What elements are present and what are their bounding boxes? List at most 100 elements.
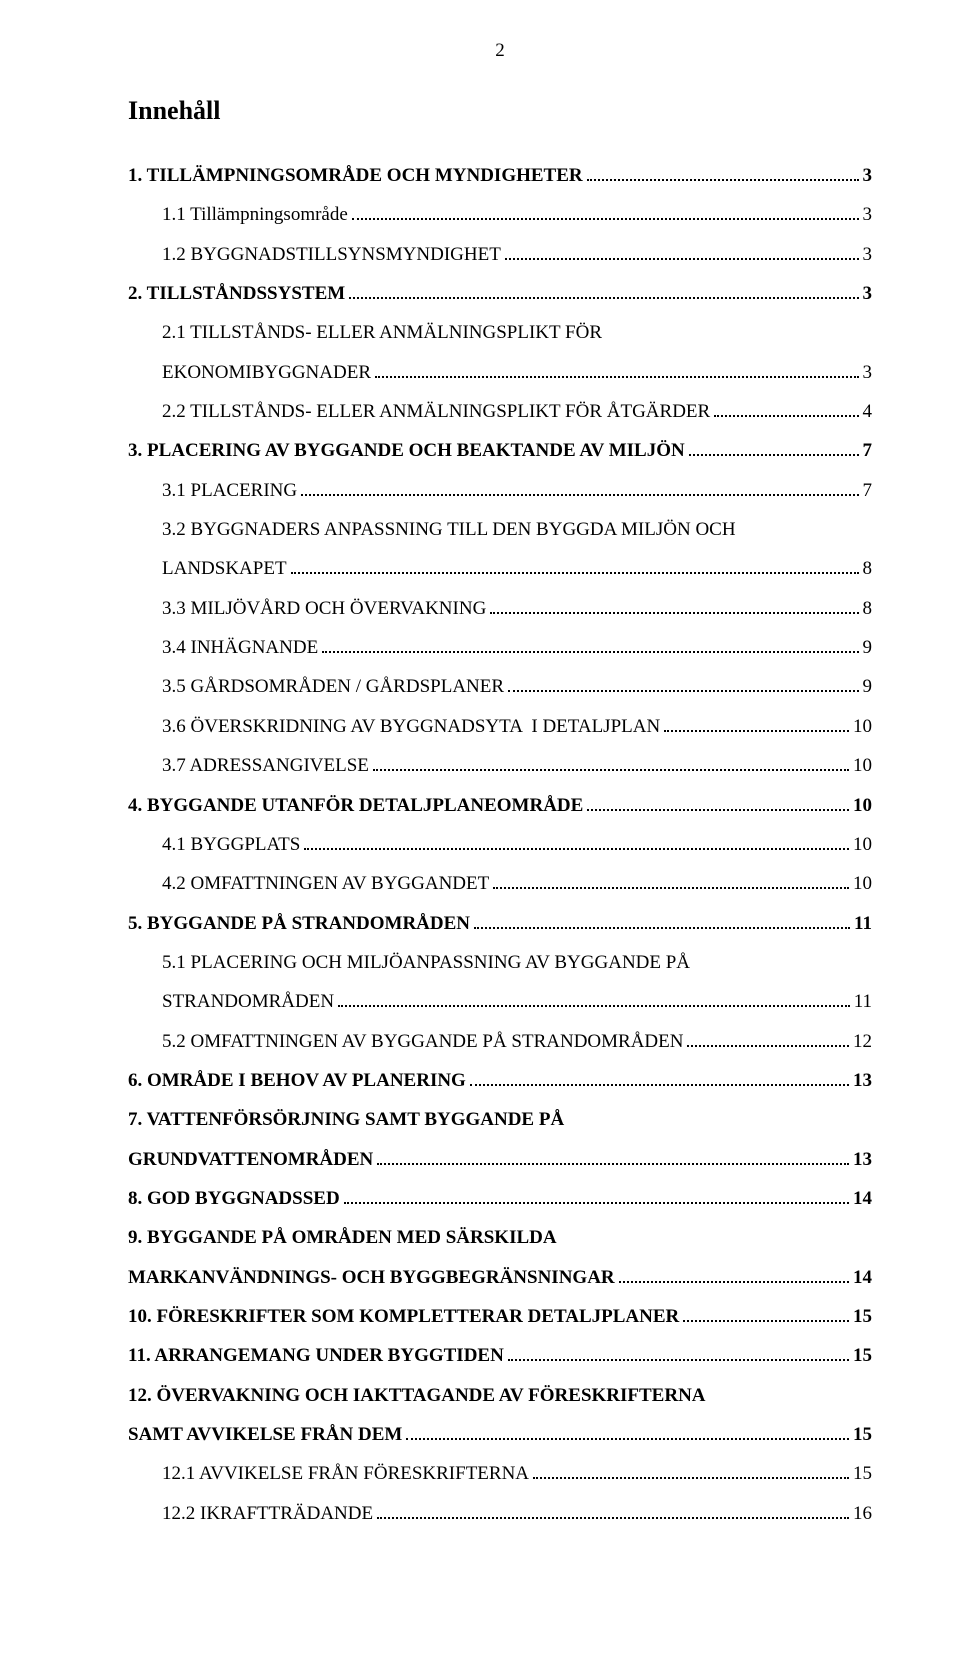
toc-leader (338, 990, 850, 1007)
toc-page-number: 7 (863, 435, 873, 466)
toc-page-number: 13 (853, 1065, 872, 1096)
toc-label-line1: 5.1 PLACERING OCH MILJÖANPASSNING AV BYG… (162, 943, 872, 982)
toc-page-number: 10 (853, 829, 872, 860)
toc-leader (291, 557, 859, 574)
toc-entry: 2.2 TILLSTÅNDS- ELLER ANMÄLNINGSPLIKT FÖ… (128, 392, 872, 431)
toc-leader (493, 872, 849, 889)
toc-page-number: 3 (863, 357, 873, 388)
toc-label: 1.1 Tillämpningsområde (162, 199, 348, 230)
toc-label: 1.2 BYGGNADSTILLSYNSMYNDIGHET (162, 239, 501, 270)
toc-entry: 10. FÖRESKRIFTER SOM KOMPLETTERAR DETALJ… (128, 1297, 872, 1336)
toc-entry: 12. ÖVERVAKNING OCH IAKTTAGANDE AV FÖRES… (128, 1376, 872, 1455)
toc-leader (587, 164, 859, 181)
toc-entry: 4.2 OMFATTNINGEN AV BYGGANDET10 (128, 864, 872, 903)
page-number: 2 (128, 40, 872, 62)
toc-entry: 12.2 IKRAFTTRÄDANDE 16 (128, 1494, 872, 1533)
toc-label: 1. TILLÄMPNINGSOMRÅDE OCH MYNDIGHETER (128, 160, 583, 191)
toc-entry: 7. VATTENFÖRSÖRJNING SAMT BYGGANDE PÅGRU… (128, 1100, 872, 1179)
toc-leader (508, 675, 858, 692)
toc-leader (322, 636, 858, 653)
toc-label: 12.2 IKRAFTTRÄDANDE (162, 1498, 373, 1529)
toc-page-number: 13 (853, 1144, 872, 1175)
toc-page-number: 3 (863, 278, 873, 309)
toc-leader (375, 361, 859, 378)
toc-entry: 6. OMRÅDE I BEHOV AV PLANERING13 (128, 1061, 872, 1100)
toc-label: 3. PLACERING AV BYGGANDE OCH BEAKTANDE A… (128, 435, 685, 466)
toc-page-number: 7 (863, 475, 873, 506)
toc-entry: 3.1 PLACERING7 (128, 471, 872, 510)
toc-leader (377, 1147, 849, 1164)
toc-label: 3.5 GÅRDSOMRÅDEN / GÅRDSPLANER (162, 671, 504, 702)
toc-entry: 2.1 TILLSTÅNDS- ELLER ANMÄLNINGSPLIKT FÖ… (128, 313, 872, 392)
toc-leader (714, 400, 858, 417)
toc-page-number: 16 (853, 1498, 872, 1529)
toc-entry: 3.4 INHÄGNANDE 9 (128, 628, 872, 667)
toc-row: EKONOMIBYGGNADER 3 (162, 353, 872, 392)
toc-row: STRANDOMRÅDEN 11 (162, 982, 872, 1021)
toc-row: LANDSKAPET8 (162, 549, 872, 588)
toc-label: 2. TILLSTÅNDSSYSTEM (128, 278, 345, 309)
toc-page-number: 10 (853, 750, 872, 781)
toc-leader (352, 203, 859, 220)
toc-label: 3.4 INHÄGNANDE (162, 632, 318, 663)
toc-label: 4. BYGGANDE UTANFÖR DETALJPLANEOMRÅDE (128, 790, 583, 821)
toc-page-number: 11 (854, 908, 872, 939)
toc-page-number: 3 (863, 239, 873, 270)
table-of-contents: 1. TILLÄMPNINGSOMRÅDE OCH MYNDIGHETER31.… (128, 156, 872, 1533)
toc-entry: 11. ARRANGEMANG UNDER BYGGTIDEN15 (128, 1336, 872, 1375)
toc-page-number: 9 (863, 671, 873, 702)
toc-leader (474, 911, 850, 928)
toc-entry: 5.1 PLACERING OCH MILJÖANPASSNING AV BYG… (128, 943, 872, 1022)
toc-label: 5.2 OMFATTNINGEN AV BYGGANDE PÅ STRANDOM… (162, 1026, 683, 1057)
toc-leader (406, 1423, 849, 1440)
toc-entry: 1.1 Tillämpningsområde 3 (128, 195, 872, 234)
toc-page-number: 9 (863, 632, 873, 663)
toc-leader (587, 793, 849, 810)
toc-leader (470, 1069, 849, 1086)
toc-label: 10. FÖRESKRIFTER SOM KOMPLETTERAR DETALJ… (128, 1301, 679, 1332)
toc-page-number: 12 (853, 1026, 872, 1057)
toc-page-number: 15 (853, 1301, 872, 1332)
toc-row: SAMT AVVIKELSE FRÅN DEM15 (128, 1415, 872, 1454)
toc-label-line1: 9. BYGGANDE PÅ OMRÅDEN MED SÄRSKILDA (128, 1218, 872, 1257)
toc-page-number: 10 (853, 711, 872, 742)
toc-label: STRANDOMRÅDEN (162, 986, 334, 1017)
toc-leader (664, 715, 849, 732)
toc-page-number: 11 (854, 986, 872, 1017)
toc-entry: 9. BYGGANDE PÅ OMRÅDEN MED SÄRSKILDA MARK… (128, 1218, 872, 1297)
toc-label: 4.1 BYGGPLATS (162, 829, 300, 860)
toc-leader (373, 754, 849, 771)
toc-entry: 3.6 ÖVERSKRIDNING AV BYGGNADSYTA I DETAL… (128, 707, 872, 746)
toc-leader (683, 1305, 849, 1322)
toc-leader (619, 1265, 849, 1282)
toc-leader (349, 282, 858, 299)
toc-leader (344, 1187, 849, 1204)
toc-leader (301, 479, 858, 496)
toc-leader (689, 439, 859, 456)
toc-entry: 3.5 GÅRDSOMRÅDEN / GÅRDSPLANER 9 (128, 667, 872, 706)
toc-entry: 4. BYGGANDE UTANFÖR DETALJPLANEOMRÅDE 10 (128, 786, 872, 825)
toc-leader (304, 833, 849, 850)
toc-page-number: 15 (853, 1419, 872, 1450)
toc-entry: 8. GOD BYGGNADSSED14 (128, 1179, 872, 1218)
toc-label: 3.7 ADRESSANGIVELSE (162, 750, 369, 781)
toc-label: 3.6 ÖVERSKRIDNING AV BYGGNADSYTA I DETAL… (162, 711, 660, 742)
toc-page-number: 3 (863, 199, 873, 230)
toc-entry: 5. BYGGANDE PÅ STRANDOMRÅDEN 11 (128, 904, 872, 943)
toc-label: 12.1 AVVIKELSE FRÅN FÖRESKRIFTERNA (162, 1458, 529, 1489)
toc-label: EKONOMIBYGGNADER (162, 357, 371, 388)
toc-label: 3.3 MILJÖVÅRD OCH ÖVERVAKNING (162, 593, 486, 624)
toc-leader (490, 597, 858, 614)
toc-entry: 3.3 MILJÖVÅRD OCH ÖVERVAKNING8 (128, 589, 872, 628)
toc-page-number: 10 (853, 790, 872, 821)
toc-label-line1: 7. VATTENFÖRSÖRJNING SAMT BYGGANDE PÅ (128, 1100, 872, 1139)
toc-label: 2.2 TILLSTÅNDS- ELLER ANMÄLNINGSPLIKT FÖ… (162, 396, 710, 427)
toc-leader (533, 1462, 849, 1479)
toc-entry: 3. PLACERING AV BYGGANDE OCH BEAKTANDE A… (128, 431, 872, 470)
toc-leader (377, 1502, 849, 1519)
document-page: 2 Innehåll 1. TILLÄMPNINGSOMRÅDE OCH MYN… (0, 0, 960, 1573)
toc-label-line1: 3.2 BYGGNADERS ANPASSNING TILL DEN BYGGD… (162, 510, 872, 549)
toc-label: 5. BYGGANDE PÅ STRANDOMRÅDEN (128, 908, 470, 939)
toc-page-number: 10 (853, 868, 872, 899)
toc-label: MARKANVÄNDNINGS- OCH BYGGBEGRÄNSNINGAR (128, 1262, 615, 1293)
